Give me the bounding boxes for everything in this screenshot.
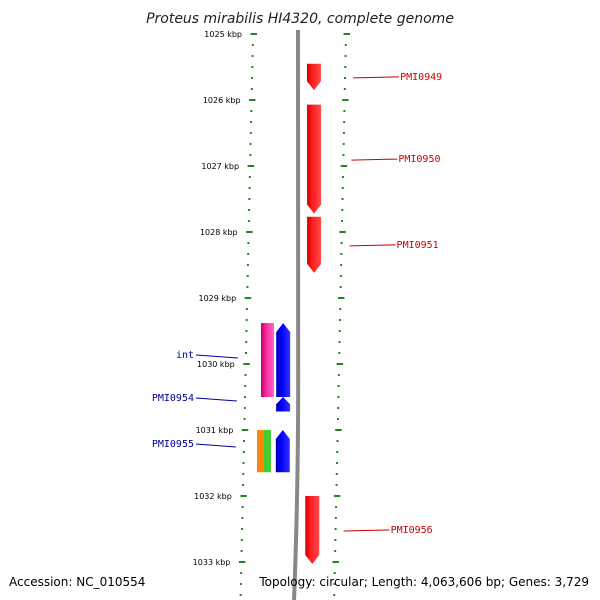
gene-label-int: int (176, 350, 194, 361)
tick-label: 1026 kbp (203, 96, 241, 105)
tick-label: 1029 kbp (198, 294, 236, 303)
feature-bar (257, 430, 264, 473)
topology-text: Topology: circular; Length: 4,063,606 bp… (258, 575, 589, 589)
genome-backbone-line (292, 30, 301, 600)
gene-arrow-pmi0956 (305, 496, 320, 564)
gene-layer (275, 63, 322, 564)
gene-label-pmi0954: PMI0954 (152, 393, 194, 404)
gene-arrow-pmi0950 (307, 104, 322, 214)
leader-line (351, 158, 398, 161)
gene-label-pmi0949: PMI0949 (400, 72, 442, 83)
feature-bar (261, 323, 274, 397)
tick-label: 1032 kbp (194, 492, 232, 501)
gene-arrow-pmi0951 (307, 216, 322, 273)
map-title: Proteus mirabilis HI4320, complete genom… (146, 11, 454, 27)
gene-label-pmi0950: PMI0950 (398, 154, 440, 165)
gene-label-pmi0951: PMI0951 (397, 240, 439, 251)
tick-label: 1025 kbp (204, 30, 242, 39)
gene-arrow-pmi0949 (307, 63, 321, 91)
tick-layer: 1025 kbp 1026 kbp 1027 kbp 1028 kbp 1029 kbp… (193, 30, 350, 596)
tick-label: 1031 kbp (196, 426, 234, 435)
tick-label: 1027 kbp (201, 162, 239, 171)
tick-label: 1033 kbp (193, 558, 231, 567)
gene-label-pmi0956: PMI0956 (391, 525, 433, 536)
backbone-layer (292, 30, 301, 600)
leader-line (349, 244, 396, 247)
tick-label: 1030 kbp (197, 360, 235, 369)
gene-arrow-pmi0954 (276, 397, 291, 412)
gene-arrow-pmi0955 (275, 430, 290, 473)
leader-line (195, 397, 237, 402)
gene-label-layer: PMI0949 PMI0950 PMI0951 int PMI0954 PMI0955 PM… (152, 72, 442, 536)
accession-text: Accession: NC_010554 (9, 575, 145, 589)
leader-line (343, 529, 390, 532)
feature-layer (257, 323, 274, 473)
feature-bar (264, 430, 271, 473)
tick-label: 1028 kbp (200, 228, 238, 237)
leader-line (195, 354, 238, 359)
gene-arrow-int (276, 323, 291, 397)
gene-label-pmi0955: PMI0955 (152, 439, 194, 450)
leader-line (195, 443, 236, 448)
leader-line (353, 76, 400, 79)
